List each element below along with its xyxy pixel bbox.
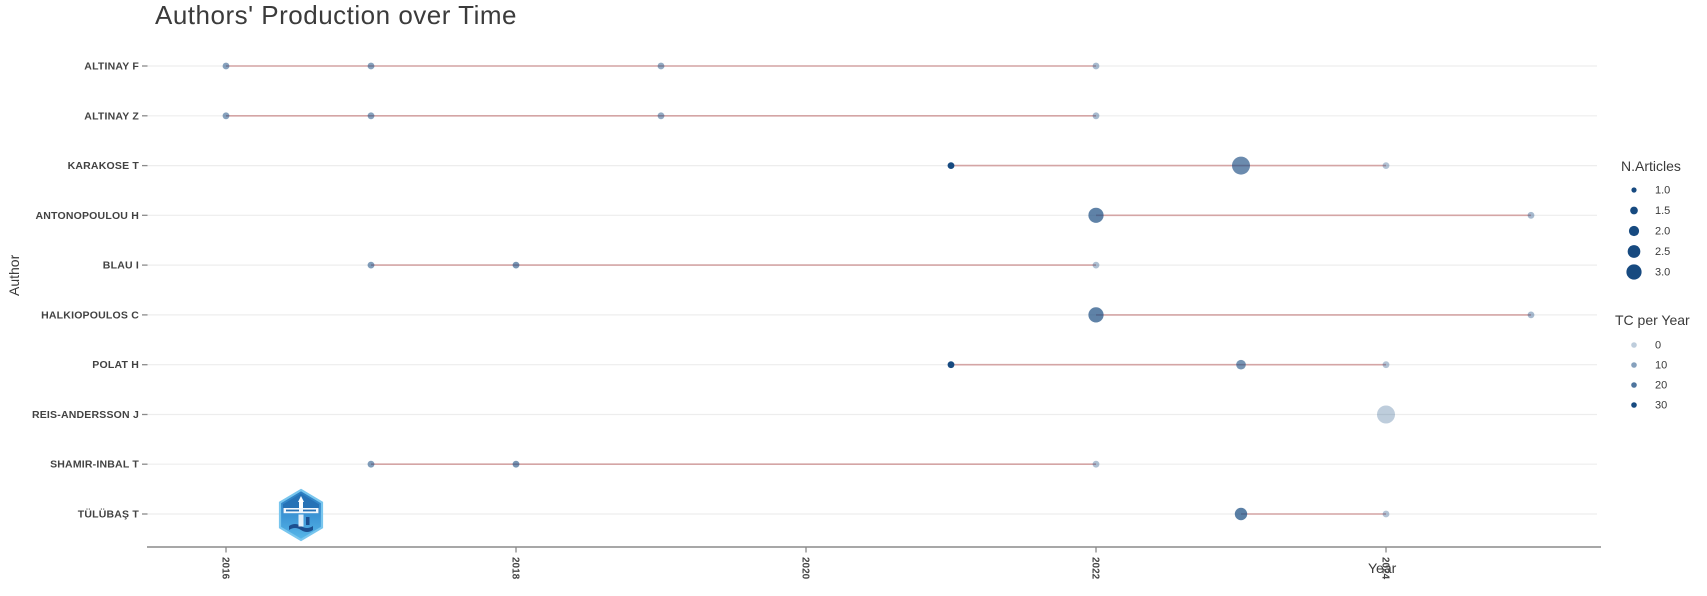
- legend-size-dot: [1626, 264, 1642, 280]
- data-point: [1382, 361, 1390, 369]
- author-label: HALKIOPOULOS C: [41, 309, 139, 321]
- data-point: [1088, 207, 1104, 223]
- x-tick-label: 2016: [220, 557, 231, 580]
- legend-size-label: 1.5: [1655, 205, 1670, 217]
- data-point: [657, 62, 665, 70]
- data-point: [367, 261, 375, 269]
- x-tick-label: 2020: [800, 557, 811, 580]
- data-point: [1527, 311, 1535, 319]
- data-point: [1092, 460, 1100, 468]
- x-tick-label: 2022: [1090, 557, 1101, 580]
- legend-size-label: 2.0: [1655, 226, 1670, 238]
- author-label: ALTINAY F: [84, 61, 139, 73]
- data-point: [367, 112, 375, 120]
- legend-size-dot: [1628, 225, 1640, 237]
- data-point: [367, 460, 375, 468]
- x-tick-label: 2024: [1380, 557, 1391, 580]
- data-point: [1092, 112, 1100, 120]
- data-point: [947, 361, 955, 369]
- author-label: ANTONOPOULOU H: [35, 210, 139, 222]
- legend-size-label: 1.0: [1655, 185, 1670, 197]
- legend-color-label: 0: [1655, 340, 1661, 352]
- data-point: [1088, 307, 1104, 323]
- author-label: ALTINAY Z: [84, 110, 139, 122]
- author-label: TÜLÜBAŞ T: [78, 508, 140, 521]
- data-point: [1234, 507, 1248, 521]
- data-point: [657, 112, 665, 120]
- watermark-logo-icon: [278, 488, 324, 542]
- data-point: [222, 112, 230, 120]
- legend-size-label: 3.0: [1655, 267, 1670, 279]
- author-label: REIS-ANDERSSON J: [32, 409, 139, 421]
- author-label: KARAKOSE T: [68, 160, 140, 172]
- x-tick-label: 2018: [510, 557, 521, 580]
- legend-title-tc-per-year: TC per Year: [1615, 312, 1690, 328]
- data-point: [1232, 156, 1250, 175]
- author-label: BLAU I: [103, 260, 139, 272]
- data-point: [947, 162, 955, 170]
- data-point: [1527, 211, 1535, 219]
- data-point: [512, 261, 520, 269]
- legend-title-n-articles: N.Articles: [1621, 158, 1681, 174]
- legend-color-label: 20: [1655, 380, 1667, 392]
- chart-title: Authors' Production over Time: [155, 0, 517, 30]
- legend-color-label: 30: [1655, 400, 1667, 412]
- data-point: [1092, 62, 1100, 70]
- data-point: [367, 62, 375, 70]
- data-point: [1377, 405, 1395, 424]
- data-point: [1382, 510, 1390, 518]
- data-point: [1092, 261, 1100, 269]
- author-label: SHAMIR-INBAL T: [50, 459, 139, 471]
- legend-color-label: 10: [1655, 360, 1667, 372]
- legend-color-dot: [1631, 382, 1637, 388]
- legend-size-dot: [1630, 206, 1638, 215]
- legend-size-label: 2.5: [1655, 246, 1670, 258]
- data-point: [1236, 359, 1246, 370]
- author-label: POLAT H: [92, 359, 139, 371]
- data-point: [222, 62, 230, 70]
- x-axis-title: Year: [1368, 560, 1397, 576]
- data-point: [1382, 162, 1390, 170]
- legend-size-dot: [1631, 187, 1637, 193]
- legend-color-dot: [1631, 342, 1637, 348]
- legend-color-dot: [1631, 362, 1637, 368]
- legend-color-dot: [1631, 402, 1637, 408]
- data-point: [512, 460, 520, 468]
- legend-size-dot: [1627, 245, 1641, 258]
